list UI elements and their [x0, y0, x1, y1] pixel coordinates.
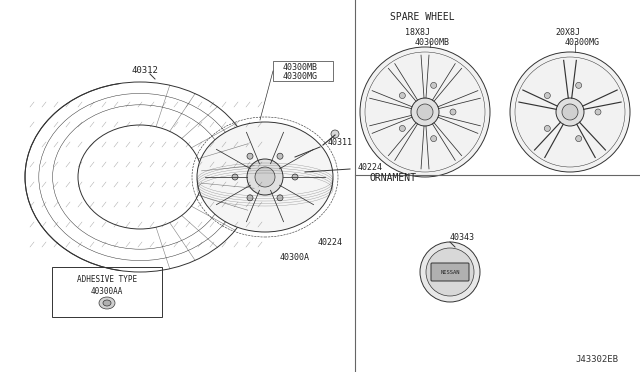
Text: J43302EB: J43302EB	[575, 356, 618, 365]
Circle shape	[247, 159, 283, 195]
Circle shape	[360, 47, 490, 177]
Text: SPARE WHEEL: SPARE WHEEL	[390, 12, 454, 22]
Text: 20X8J: 20X8J	[555, 28, 580, 36]
Text: 40300MG: 40300MG	[565, 38, 600, 46]
Text: 40300MB: 40300MB	[415, 38, 450, 46]
Circle shape	[232, 174, 238, 180]
Circle shape	[399, 93, 405, 99]
Circle shape	[450, 109, 456, 115]
Circle shape	[545, 93, 550, 99]
Text: NISSAN: NISSAN	[440, 269, 460, 275]
Circle shape	[426, 248, 474, 296]
Circle shape	[556, 98, 584, 126]
Circle shape	[575, 136, 582, 142]
Text: 40224: 40224	[358, 163, 383, 171]
Bar	[273, 61, 333, 81]
Text: 40312: 40312	[132, 65, 159, 74]
Circle shape	[420, 242, 480, 302]
Ellipse shape	[99, 297, 115, 309]
Text: 40300MG: 40300MG	[282, 71, 317, 80]
Text: 18X8J: 18X8J	[405, 28, 430, 36]
Circle shape	[595, 109, 601, 115]
FancyBboxPatch shape	[431, 263, 469, 281]
Circle shape	[247, 195, 253, 201]
Circle shape	[510, 52, 630, 172]
Text: 40311: 40311	[328, 138, 353, 147]
Ellipse shape	[197, 122, 333, 232]
Circle shape	[431, 136, 436, 142]
Circle shape	[255, 167, 275, 187]
Circle shape	[575, 82, 582, 89]
Text: 40343: 40343	[449, 232, 474, 241]
Circle shape	[292, 174, 298, 180]
Text: 40224: 40224	[317, 237, 342, 247]
Text: 40300AA: 40300AA	[91, 286, 123, 295]
Circle shape	[247, 153, 253, 159]
Circle shape	[562, 104, 578, 120]
Circle shape	[277, 153, 283, 159]
Ellipse shape	[103, 300, 111, 306]
Circle shape	[331, 130, 339, 138]
Circle shape	[545, 125, 550, 131]
Text: ADHESIVE TYPE: ADHESIVE TYPE	[77, 275, 137, 283]
Text: 40300MB: 40300MB	[282, 62, 317, 71]
Circle shape	[277, 195, 283, 201]
Bar	[52, 267, 162, 317]
Text: ORNAMENT: ORNAMENT	[370, 173, 417, 183]
Circle shape	[431, 82, 436, 89]
Circle shape	[399, 125, 405, 131]
Circle shape	[411, 98, 439, 126]
Text: 40300A: 40300A	[280, 253, 310, 262]
Circle shape	[417, 104, 433, 120]
